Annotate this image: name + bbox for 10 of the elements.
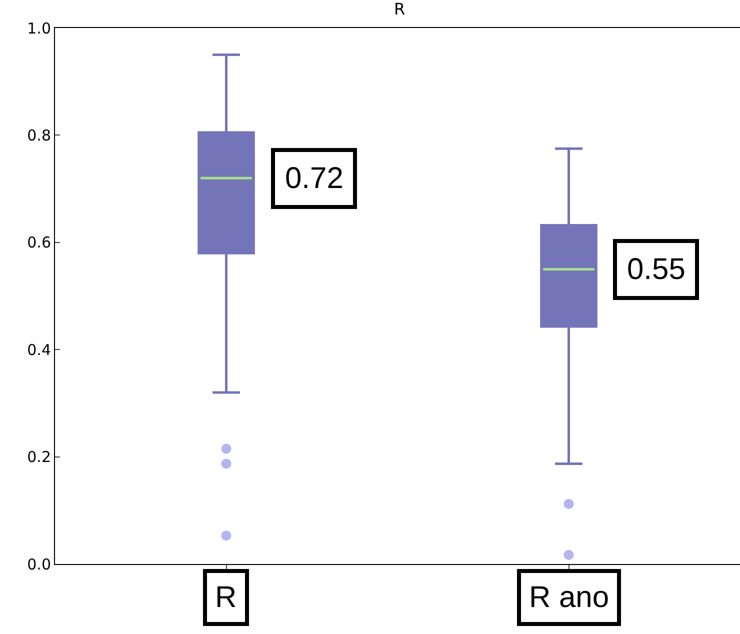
annotation: 0.55	[627, 253, 686, 286]
y-tick-label: 0.6	[27, 234, 51, 252]
annotation: 0.72	[285, 162, 344, 195]
x-tick-label: R ano	[529, 581, 610, 614]
chart-title: R	[394, 0, 406, 18]
y-tick-label: 0.8	[27, 126, 51, 144]
y-tick-label: 0.2	[27, 448, 51, 466]
y-tick-label: 0.4	[27, 340, 51, 359]
y-tick-label: 0.0	[27, 555, 51, 574]
y-tick-label: 1.0	[27, 19, 51, 38]
